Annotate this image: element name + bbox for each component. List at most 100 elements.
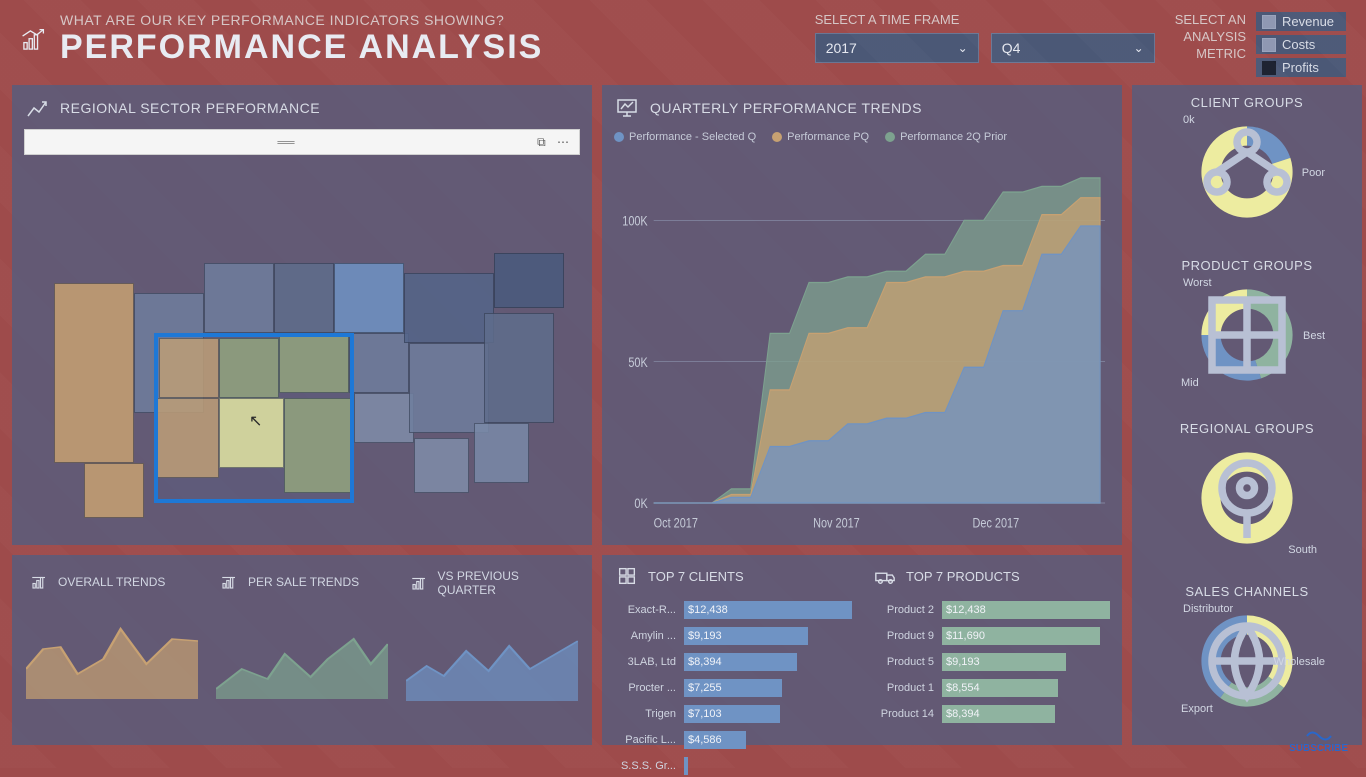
svg-text:Oct 2017: Oct 2017 — [654, 515, 698, 531]
map-region[interactable] — [414, 438, 469, 493]
metric-option-profits[interactable]: Profits — [1256, 58, 1346, 77]
top7-clients-title: TOP 7 CLIENTS — [648, 569, 744, 584]
bar-row[interactable]: Procter ... $7,255 — [614, 677, 852, 699]
donuts-panel: CLIENT GROUPS 0kPoor PRODUCT GROUPS Wors… — [1132, 85, 1362, 745]
presentation-icon — [614, 95, 640, 121]
bar-row[interactable]: Product 14 $8,394 — [872, 703, 1110, 725]
header-title: PERFORMANCE ANALYSIS — [60, 28, 543, 67]
donut-section: CLIENT GROUPS 0kPoor — [1144, 95, 1350, 246]
map-title: REGIONAL SECTOR PERFORMANCE — [60, 100, 320, 116]
subscribe-badge[interactable]: SUBSCRIBE — [1289, 729, 1348, 754]
donut-label: Worst — [1183, 277, 1212, 289]
clients-icon — [614, 563, 640, 589]
checkbox-icon — [1262, 15, 1276, 29]
map-region[interactable] — [334, 263, 404, 333]
products-icon — [872, 563, 898, 589]
bar-row[interactable]: Exact-R... $12,438 — [614, 599, 852, 621]
bar-row[interactable]: Product 2 $12,438 — [872, 599, 1110, 621]
donut-label: Poor — [1302, 167, 1325, 179]
trends-chart[interactable]: 100K50K0KOct 2017Nov 2017Dec 2017 — [614, 151, 1110, 535]
pin-icon — [1187, 438, 1307, 558]
top7-products-title: TOP 7 PRODUCTS — [906, 569, 1020, 584]
donut-label: Export — [1181, 703, 1213, 715]
bar-row[interactable]: Amylin ... $9,193 — [614, 625, 852, 647]
donut-label: South — [1288, 544, 1317, 556]
timeframe-label: SELECT A TIME FRAME — [815, 12, 1155, 27]
checkbox-icon — [1262, 61, 1276, 75]
legend-item[interactable]: Performance 2Q Prior — [885, 131, 1007, 143]
map-panel: REGIONAL SECTOR PERFORMANCE ══ ⧉ ⋯ ↖ — [12, 85, 592, 545]
donut-label: Best — [1303, 330, 1325, 342]
trends-title: QUARTERLY PERFORMANCE TRENDS — [650, 100, 922, 116]
sparkline[interactable] — [26, 609, 198, 699]
bar-row[interactable]: Product 5 $9,193 — [872, 651, 1110, 673]
drag-handle-icon[interactable]: ══ — [35, 135, 537, 149]
bar-row[interactable]: Pacific L... $4,586 — [614, 729, 852, 751]
legend-item[interactable]: Performance PQ — [772, 131, 869, 143]
focus-mode-icon[interactable]: ⧉ — [537, 135, 546, 149]
donut-chart[interactable]: DistributorWholesaleExport — [1187, 601, 1307, 721]
sparks-panel: OVERALL TRENDS PER SALE TRENDS VS PREVIO… — [12, 555, 592, 745]
donut-label: 0k — [1183, 114, 1195, 126]
quarter-selected: Q4 — [1002, 40, 1021, 56]
bar-row[interactable]: S.S.S. Gr... — [614, 755, 852, 777]
svg-text:Dec 2017: Dec 2017 — [973, 515, 1020, 531]
year-dropdown[interactable]: 2017 ⌄ — [815, 33, 979, 63]
spark-column: VS PREVIOUS QUARTER — [406, 569, 578, 731]
bar-row[interactable]: Product 1 $8,554 — [872, 677, 1110, 699]
metric-label: SELECT AN ANALYSIS METRIC — [1175, 12, 1246, 63]
donut-title: CLIENT GROUPS — [1191, 95, 1303, 110]
map-region[interactable] — [409, 343, 489, 433]
map-region[interactable] — [54, 283, 134, 463]
logo-icon — [20, 27, 46, 53]
chart-up-icon — [24, 95, 50, 121]
top7-panel: TOP 7 CLIENTS Exact-R... $12,438 Amylin .… — [602, 555, 1122, 745]
donut-chart[interactable]: South — [1187, 438, 1307, 558]
map-toolbar[interactable]: ══ ⧉ ⋯ — [24, 129, 580, 155]
people-icon — [1187, 112, 1307, 232]
donut-label: Mid — [1181, 377, 1199, 389]
sparkline[interactable] — [406, 611, 578, 701]
bar-row[interactable]: Trigen $7,103 — [614, 703, 852, 725]
header-subtitle: WHAT ARE OUR KEY PERFORMANCE INDICATORS … — [60, 12, 543, 28]
spark-column: PER SALE TRENDS — [216, 569, 388, 731]
map-region[interactable] — [274, 263, 334, 333]
more-icon[interactable]: ⋯ — [557, 135, 569, 149]
donut-chart[interactable]: 0kPoor — [1187, 112, 1307, 232]
bar-row[interactable]: Product 9 $11,690 — [872, 625, 1110, 647]
trends-panel: QUARTERLY PERFORMANCE TRENDS Performance… — [602, 85, 1122, 545]
donut-section: REGIONAL GROUPS South — [1144, 421, 1350, 572]
donut-label: Wholesale — [1274, 656, 1325, 668]
year-selected: 2017 — [826, 40, 857, 56]
map-region[interactable] — [404, 273, 494, 343]
spark-icon — [406, 570, 432, 596]
donut-chart[interactable]: WorstBestMid — [1187, 275, 1307, 395]
bar-row[interactable]: 3LAB, Ltd $8,394 — [614, 651, 852, 673]
spark-icon — [216, 569, 242, 595]
checkbox-icon — [1262, 38, 1276, 52]
metric-option-revenue[interactable]: Revenue — [1256, 12, 1346, 31]
legend-item[interactable]: Performance - Selected Q — [614, 131, 756, 143]
sparkline[interactable] — [216, 609, 388, 699]
svg-text:0K: 0K — [634, 496, 648, 512]
map-region[interactable] — [484, 313, 554, 423]
metric-option-costs[interactable]: Costs — [1256, 35, 1346, 54]
donut-title: PRODUCT GROUPS — [1182, 258, 1313, 273]
donut-title: REGIONAL GROUPS — [1180, 421, 1314, 436]
svg-text:100K: 100K — [622, 213, 648, 229]
spark-icon — [26, 569, 52, 595]
chevron-down-icon: ⌄ — [1134, 41, 1144, 55]
donut-section: SALES CHANNELS DistributorWholesaleExpor… — [1144, 584, 1350, 735]
map-region[interactable] — [349, 333, 409, 393]
header: WHAT ARE OUR KEY PERFORMANCE INDICATORS … — [0, 0, 1366, 85]
quarter-dropdown[interactable]: Q4 ⌄ — [991, 33, 1155, 63]
donut-section: PRODUCT GROUPS WorstBestMid — [1144, 258, 1350, 409]
map-region[interactable] — [204, 263, 274, 333]
donut-title: SALES CHANNELS — [1185, 584, 1308, 599]
map-region[interactable] — [354, 393, 414, 443]
chevron-down-icon: ⌄ — [958, 41, 968, 55]
map-region[interactable] — [84, 463, 144, 518]
map-canvas[interactable]: ↖ — [24, 163, 580, 543]
map-region[interactable] — [474, 423, 529, 483]
map-region[interactable] — [494, 253, 564, 308]
